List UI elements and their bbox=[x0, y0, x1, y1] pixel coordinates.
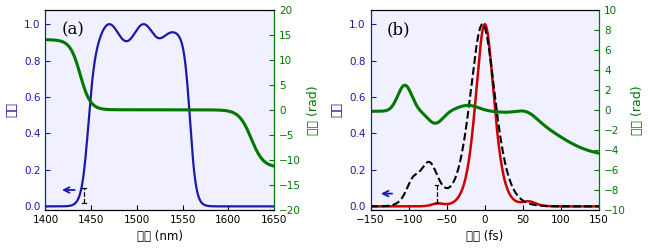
X-axis label: 時間 (fs): 時間 (fs) bbox=[466, 230, 504, 244]
Y-axis label: 位相 (rad): 位相 (rad) bbox=[307, 85, 320, 135]
X-axis label: 波長 (nm): 波長 (nm) bbox=[136, 230, 183, 244]
Y-axis label: 位相 (rad): 位相 (rad) bbox=[631, 85, 644, 135]
Y-axis label: 強度: 強度 bbox=[331, 102, 344, 117]
Y-axis label: 強度: 強度 bbox=[6, 102, 19, 117]
Text: (b): (b) bbox=[387, 22, 410, 39]
Text: (a): (a) bbox=[62, 22, 84, 39]
